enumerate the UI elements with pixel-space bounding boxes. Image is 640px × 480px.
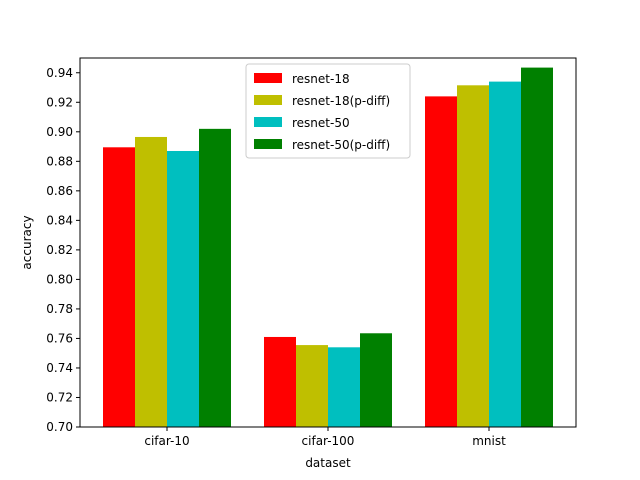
bar-resnet-50-cifar-10 [167, 150, 199, 427]
bar-resnet-50-p-diff--cifar-10 [199, 128, 231, 427]
y-axis-label: accuracy [20, 215, 34, 269]
x-axis: cifar-10 cifar-100 mnist [144, 427, 506, 448]
bar-resnet-50-mnist [489, 81, 521, 427]
legend-entry: resnet-18(p-diff) [292, 94, 390, 108]
x-tick-label: mnist [472, 434, 506, 448]
y-tick-label: 0.78 [46, 302, 73, 316]
y-tick-label: 0.86 [46, 184, 73, 198]
legend-box [245, 63, 411, 159]
y-tick-label: 0.74 [46, 361, 73, 375]
y-tick-label: 0.70 [46, 420, 73, 434]
legend-entry: resnet-50(p-diff) [292, 138, 390, 152]
bar-resnet-50-cifar-100 [328, 347, 360, 427]
legend-entry: resnet-50 [292, 116, 350, 130]
bar-resnet-18-p-diff--cifar-100 [296, 345, 328, 427]
legend-swatch [254, 117, 282, 127]
x-tick-label: cifar-10 [144, 434, 189, 448]
legend-swatch [254, 95, 282, 105]
bar-resnet-18-cifar-100 [264, 336, 296, 427]
bar-resnet-18-cifar-10 [103, 147, 135, 427]
bar-resnet-50-p-diff--cifar-100 [360, 333, 392, 427]
bar-resnet-50-p-diff--mnist [521, 67, 553, 428]
y-tick-label: 0.82 [46, 243, 73, 257]
bar-resnet-18-mnist [425, 96, 457, 427]
y-axis: 0.70 0.72 0.74 0.76 0.78 0.80 0.82 0.84 0.86 0.88… [46, 66, 80, 434]
y-tick-label: 0.72 [46, 390, 73, 404]
y-tick-label: 0.88 [46, 154, 73, 168]
legend-swatch [254, 73, 282, 83]
y-tick-label: 0.80 [46, 272, 73, 286]
x-tick-label: cifar-100 [302, 434, 355, 448]
y-tick-label: 0.84 [46, 213, 73, 227]
bar-resnet-18-p-diff--cifar-10 [135, 136, 167, 427]
y-tick-label: 0.76 [46, 331, 73, 345]
x-axis-label: dataset [305, 456, 351, 470]
bar-resnet-18-p-diff--mnist [457, 85, 489, 427]
y-tick-label: 0.92 [46, 95, 73, 109]
bars-layer [103, 67, 553, 428]
legend: resnet-18 resnet-18(p-diff) resnet-50 resne… [245, 63, 411, 159]
y-tick-label: 0.94 [46, 66, 73, 80]
legend-swatch [254, 139, 282, 149]
y-tick-label: 0.90 [46, 125, 73, 139]
legend-entry: resnet-18 [292, 72, 350, 86]
